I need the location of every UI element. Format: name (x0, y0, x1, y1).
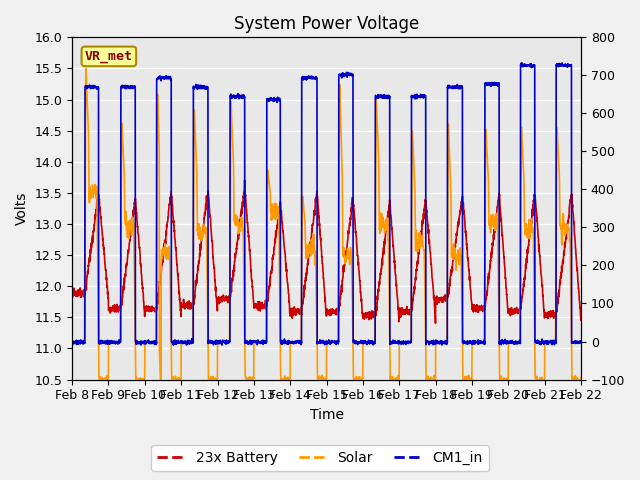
Solar (487, 212, 495, 218)
Solar (82, 66, 90, 72)
23x Battery (376, 276, 384, 281)
23x Battery (574, 275, 582, 281)
CM1_in (218, 342, 226, 348)
Solar (577, 375, 585, 381)
23x Battery (258, 302, 266, 308)
CM1_in (487, 81, 495, 86)
CM1_in (558, 60, 566, 66)
X-axis label: Time: Time (310, 408, 344, 422)
CM1_in (577, 338, 585, 344)
CM1_in (574, 338, 582, 344)
Solar (68, 339, 76, 345)
Line: CM1_in: CM1_in (72, 63, 581, 345)
Y-axis label: Volts: Volts (15, 192, 29, 225)
Solar (376, 221, 384, 227)
23x Battery (431, 321, 439, 326)
23x Battery (298, 312, 305, 318)
Line: Solar: Solar (72, 69, 581, 398)
23x Battery (469, 306, 477, 312)
23x Battery (241, 177, 248, 183)
23x Battery (487, 255, 495, 261)
Line: 23x Battery: 23x Battery (72, 180, 581, 324)
Title: System Power Voltage: System Power Voltage (234, 15, 419, 33)
Legend: 23x Battery, Solar, CM1_in: 23x Battery, Solar, CM1_in (152, 445, 488, 471)
CM1_in (376, 94, 384, 99)
Solar (157, 396, 165, 401)
CM1_in (68, 338, 76, 344)
Solar (574, 380, 582, 386)
Solar (258, 339, 266, 345)
23x Battery (68, 291, 76, 297)
CM1_in (258, 339, 266, 345)
Text: VR_met: VR_met (85, 50, 133, 63)
CM1_in (469, 341, 477, 347)
23x Battery (577, 317, 585, 323)
Solar (469, 339, 477, 345)
Solar (298, 242, 306, 248)
CM1_in (298, 75, 305, 81)
